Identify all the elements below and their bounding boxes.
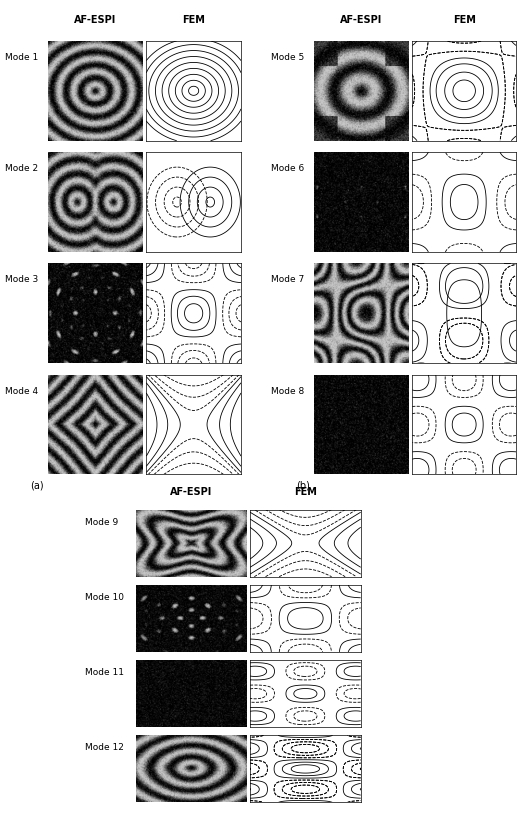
Text: Mode 2: Mode 2 xyxy=(5,164,38,173)
Text: FEM: FEM xyxy=(453,16,476,25)
Text: Mode 1: Mode 1 xyxy=(5,53,38,62)
Text: Mode 11: Mode 11 xyxy=(85,668,124,677)
Text: Mode 9: Mode 9 xyxy=(85,518,118,527)
Text: (b): (b) xyxy=(296,481,310,491)
Text: Mode 4: Mode 4 xyxy=(5,387,38,396)
Text: FEM: FEM xyxy=(182,16,205,25)
Text: Mode 6: Mode 6 xyxy=(271,164,304,173)
Text: FEM: FEM xyxy=(294,487,317,497)
Text: AF-ESPI: AF-ESPI xyxy=(170,487,212,497)
Text: (a): (a) xyxy=(30,481,44,491)
Text: Mode 7: Mode 7 xyxy=(271,276,304,285)
Text: AF-ESPI: AF-ESPI xyxy=(74,16,117,25)
Text: Mode 12: Mode 12 xyxy=(85,744,124,753)
Text: Mode 8: Mode 8 xyxy=(271,387,304,396)
Text: Mode 5: Mode 5 xyxy=(271,53,304,62)
Text: Mode 10: Mode 10 xyxy=(85,593,124,602)
Text: Mode 3: Mode 3 xyxy=(5,276,38,285)
Text: AF-ESPI: AF-ESPI xyxy=(340,16,383,25)
